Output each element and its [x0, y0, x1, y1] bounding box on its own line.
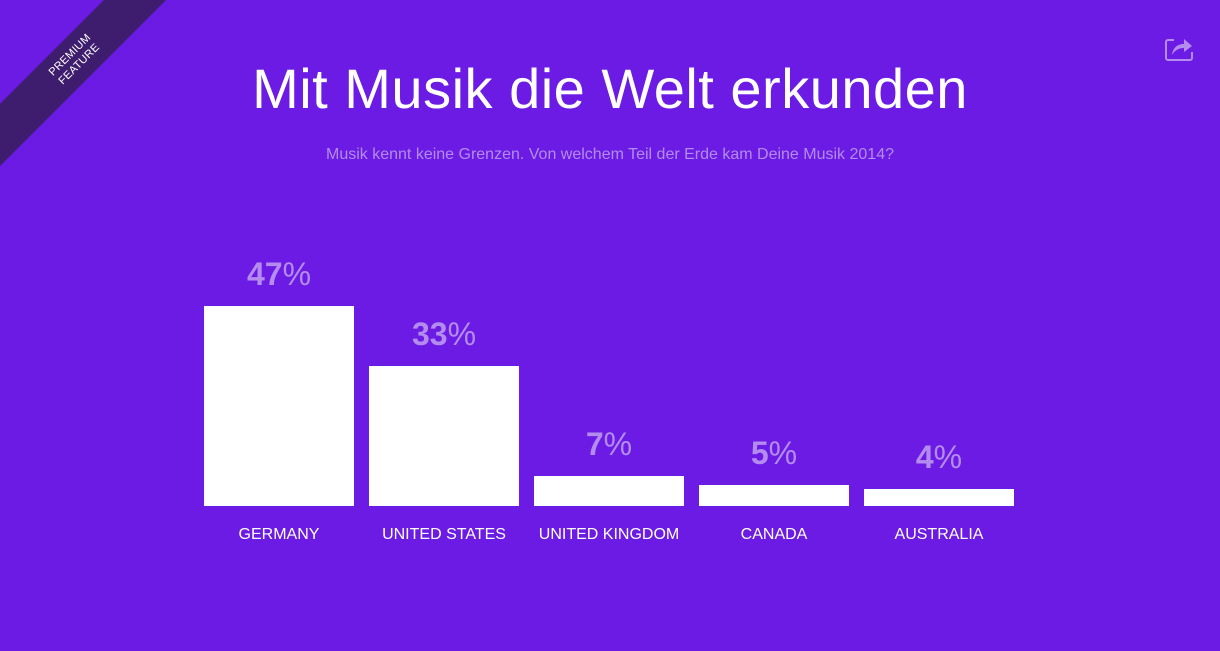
category-label: AUSTRALIA — [894, 526, 984, 543]
value-number: 4 — [915, 438, 934, 475]
value-suffix: % — [603, 426, 633, 463]
value-label: 33% — [369, 316, 519, 353]
value-number: 47 — [246, 256, 283, 292]
value-suffix: % — [768, 434, 798, 471]
value-suffix: % — [933, 438, 963, 475]
bar — [369, 365, 519, 506]
bar — [699, 484, 849, 506]
category-label: UNITED STATES — [382, 526, 506, 543]
category-label: GERMANY — [238, 526, 320, 543]
bar — [864, 488, 1014, 506]
value-label: 4% — [864, 439, 1014, 476]
chart-subtitle: Musik kennt keine Grenzen. Von welchem T… — [326, 146, 894, 163]
share-icon[interactable] — [1164, 36, 1194, 62]
value-number: 7 — [585, 426, 604, 463]
category-label: CANADA — [740, 526, 808, 543]
value-suffix: % — [447, 315, 477, 352]
value-suffix: % — [282, 256, 312, 292]
chart-title: Mit Musik die Welt erkunden — [252, 57, 968, 120]
value-number: 33 — [411, 315, 448, 352]
value-label: 7% — [534, 426, 684, 463]
bar — [534, 476, 684, 506]
value-label: 5% — [699, 435, 849, 472]
bar — [204, 306, 354, 506]
value-label: 47% — [204, 256, 354, 293]
category-label: UNITED KINGDOM — [538, 526, 680, 543]
value-number: 5 — [750, 434, 769, 471]
